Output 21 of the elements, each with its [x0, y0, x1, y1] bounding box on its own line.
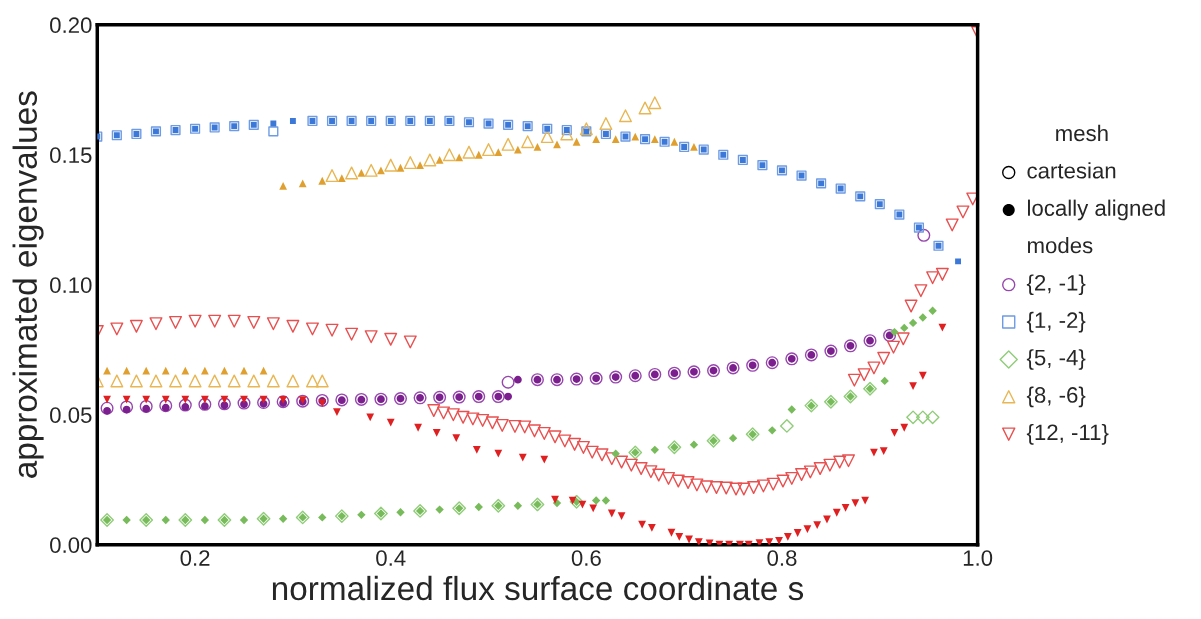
legend-label: {2, -1}: [1026, 274, 1086, 296]
legend-label: {1, -2}: [1026, 311, 1086, 333]
x-tick-label: 0.2: [180, 550, 210, 566]
text: modes: [1027, 237, 1093, 254]
y-tick-label: 0.10: [50, 277, 92, 294]
x-tick-label: 0.8: [767, 550, 797, 566]
x-tick-label: 0.6: [571, 550, 601, 566]
y-axis-title: approximated eigenvalues: [12, 91, 44, 478]
x-tick-label: 1.0: [963, 550, 993, 566]
legend-label: locally aligned: [1028, 199, 1165, 221]
legend-title: mesh: [1056, 124, 1108, 142]
legend-label: cartesian: [1027, 162, 1116, 179]
legend-label: {8, -6}: [1026, 386, 1086, 408]
legend-label: {12, -11}: [1026, 423, 1109, 445]
y-tick-label: 0.05: [50, 407, 92, 423]
y-tick-label: 0.00: [50, 537, 92, 553]
x-axis-title: normalized flux surface coordinate s: [272, 575, 804, 601]
legend-label: {5, -4}: [1026, 349, 1086, 370]
y-tick-label: 0.20: [50, 17, 92, 34]
y-tick-label: 0.15: [50, 147, 92, 164]
x-tick-label: 0.4: [376, 550, 406, 566]
